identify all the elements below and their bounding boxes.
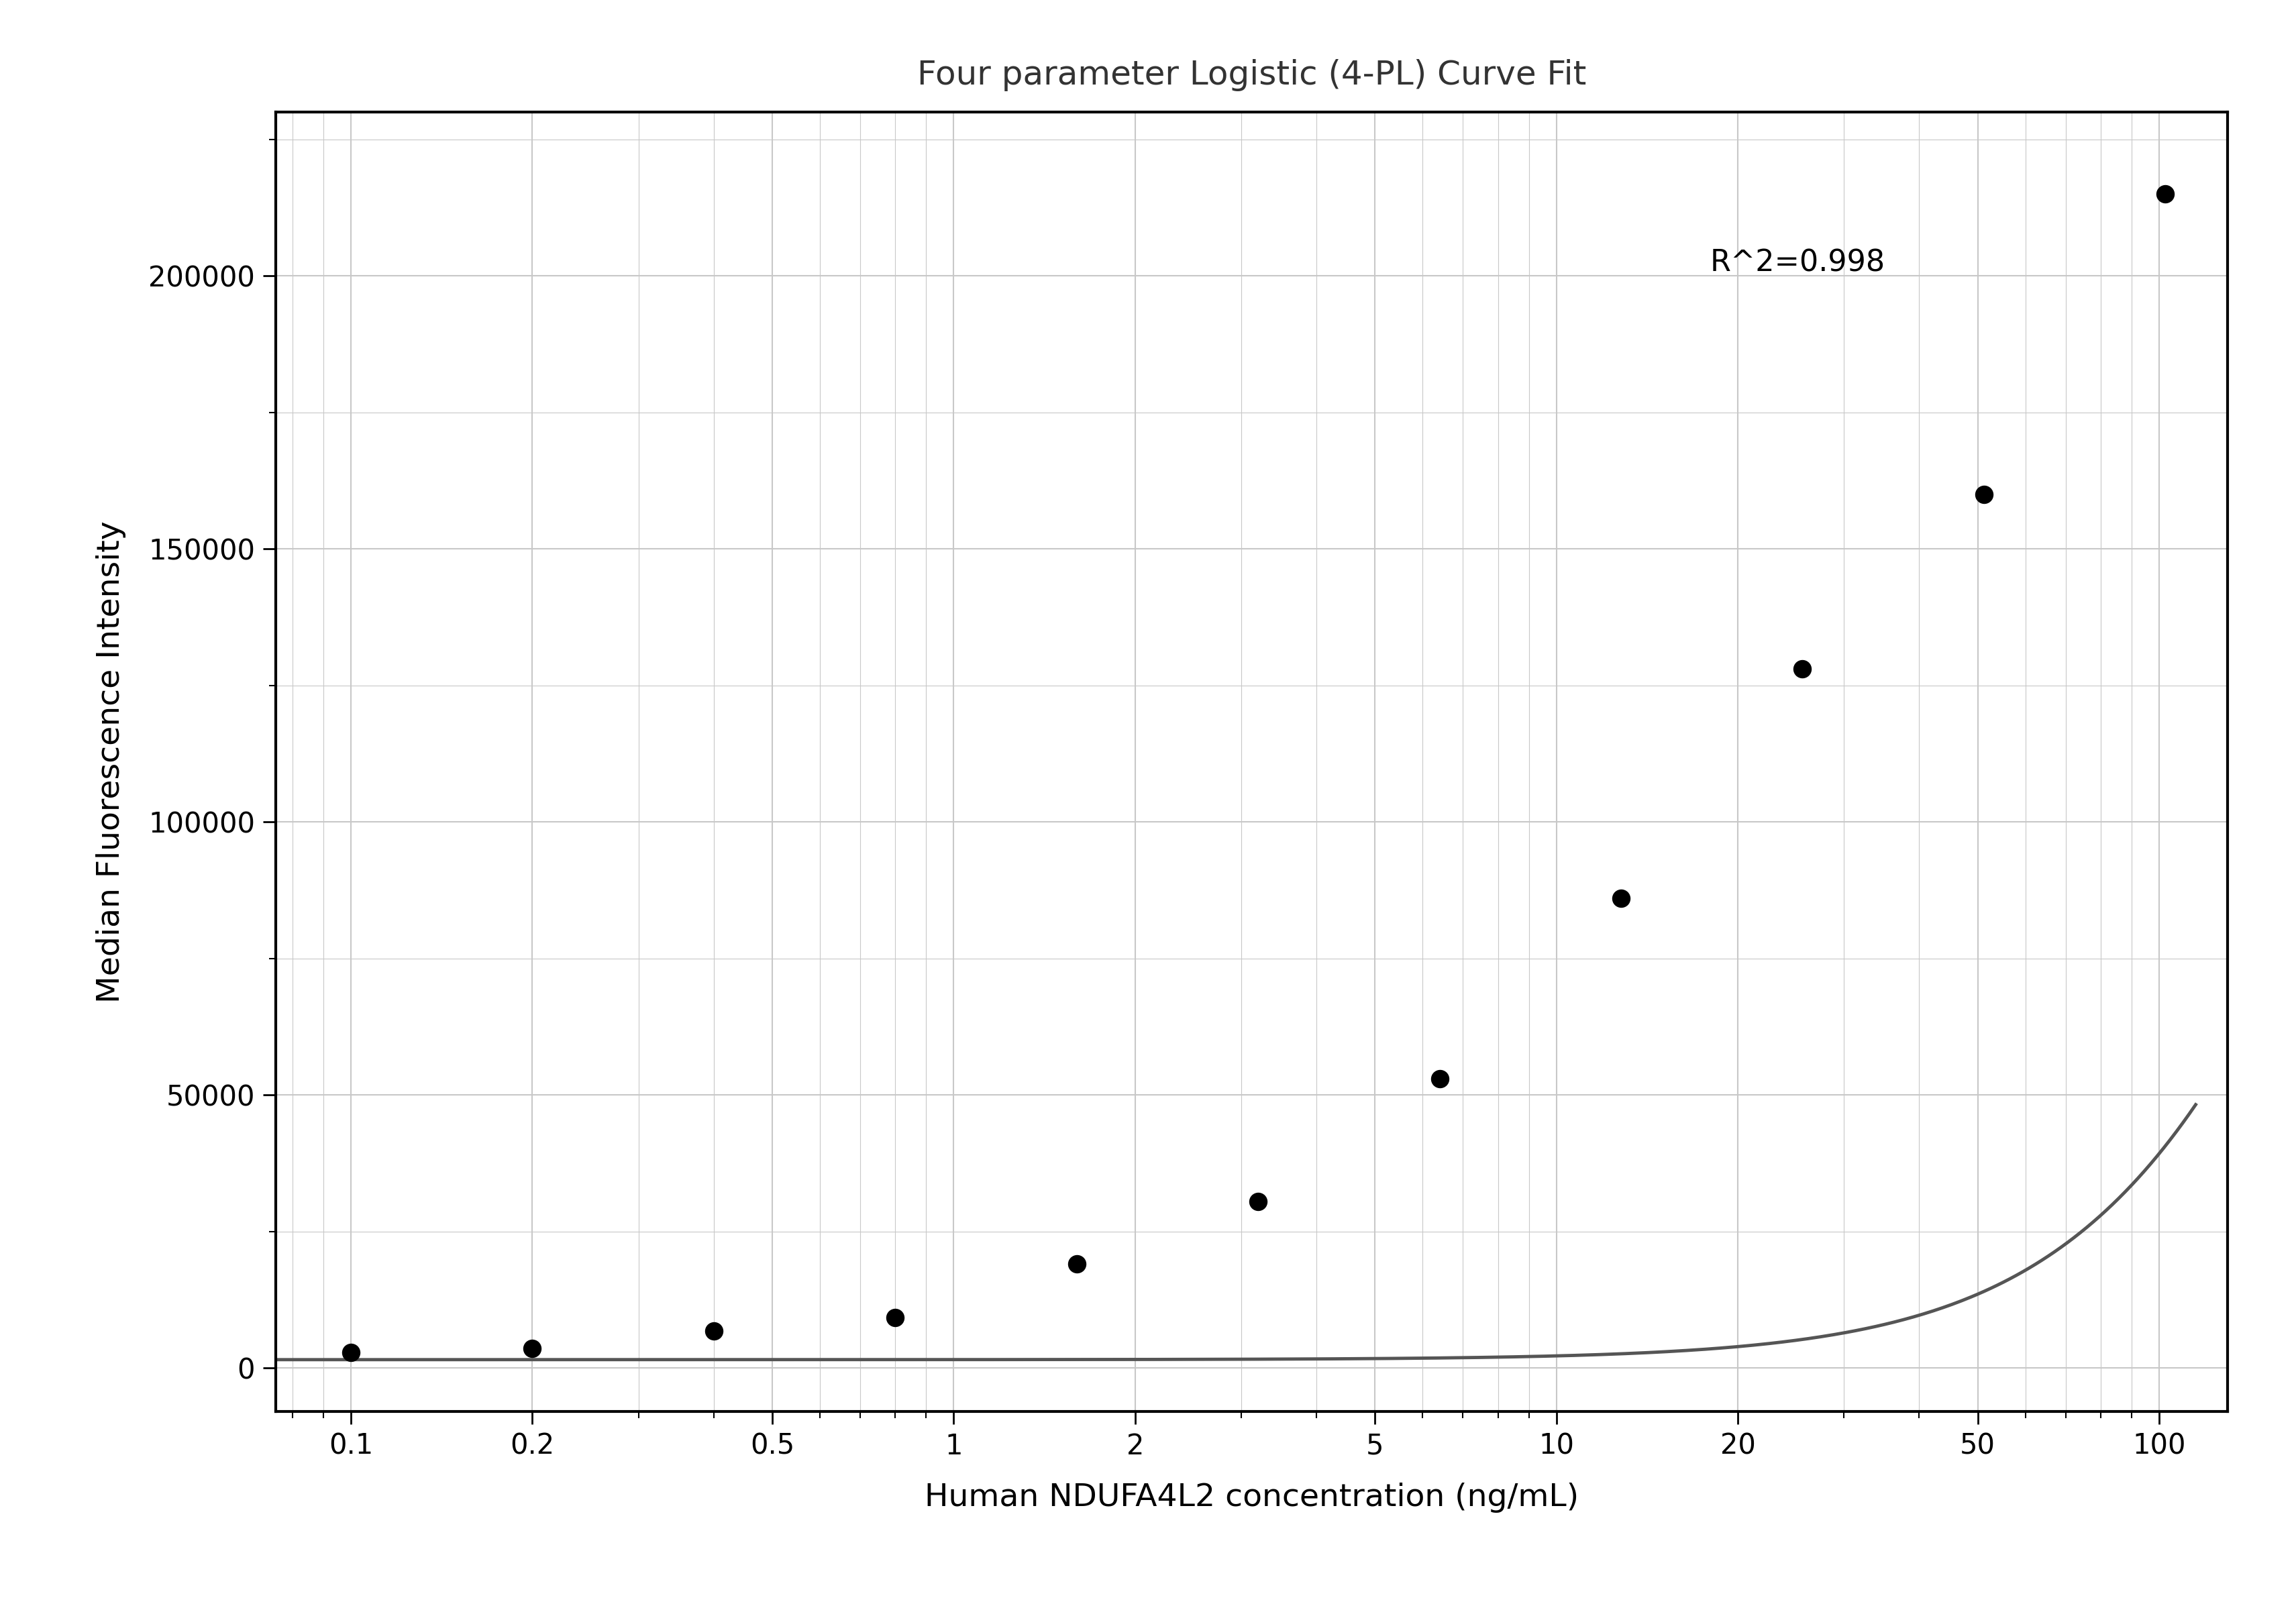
X-axis label: Human NDUFA4L2 concentration (ng/mL): Human NDUFA4L2 concentration (ng/mL): [925, 1482, 1577, 1513]
Y-axis label: Median Fluorescence Intensity: Median Fluorescence Intensity: [96, 521, 126, 1002]
Point: [1965, 481, 2002, 507]
Point: [333, 1339, 370, 1365]
Text: R^2=0.998: R^2=0.998: [1711, 249, 1885, 277]
Point: [1784, 656, 1821, 682]
Point: [1240, 1189, 1277, 1214]
Point: [1421, 1065, 1458, 1091]
Point: [1603, 885, 1639, 911]
Point: [1058, 1251, 1095, 1277]
Title: Four parameter Logistic (4-PL) Curve Fit: Four parameter Logistic (4-PL) Curve Fit: [916, 59, 1587, 91]
Point: [2147, 181, 2183, 207]
Point: [877, 1304, 914, 1330]
Point: [514, 1336, 551, 1362]
Point: [696, 1318, 732, 1344]
